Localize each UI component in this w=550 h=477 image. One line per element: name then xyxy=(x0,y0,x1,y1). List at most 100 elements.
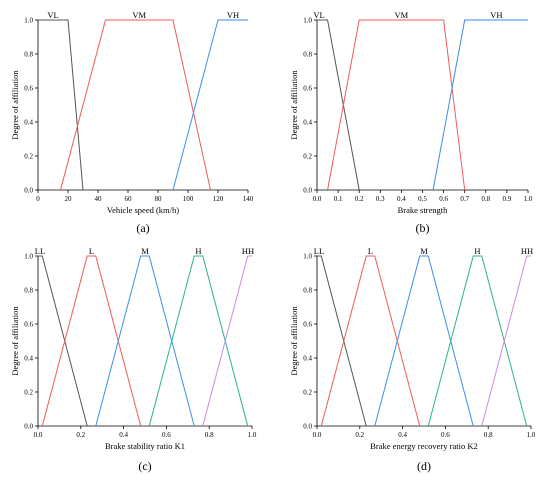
y-tick-label: 0.8 xyxy=(24,51,33,59)
x-tick-label: 40 xyxy=(95,195,103,203)
x-tick-label: 0.9 xyxy=(503,195,512,203)
series-line-m xyxy=(95,255,195,427)
series-line-vm xyxy=(60,19,211,191)
series-line-vm xyxy=(327,19,466,191)
series-label-hh: HH xyxy=(521,246,533,256)
y-axis-label: Degree of affiliation xyxy=(10,70,20,140)
panel-a: 0 20 40 60 80 100 120 140 0.0 0.2 0.4 0.6 0.8 1.0 Vehi… xyxy=(10,10,254,235)
series-line-hh xyxy=(481,255,531,427)
x-tick-label: 0.4 xyxy=(397,195,406,203)
series-line-h xyxy=(148,255,249,427)
y-tick-label: 0.4 xyxy=(303,119,312,127)
series-label-hh: HH xyxy=(242,246,254,256)
y-tick-label: 1.0 xyxy=(24,253,33,261)
series-label-h: H xyxy=(474,246,480,256)
x-tick-label: 0.0 xyxy=(34,431,43,439)
series-line-ll xyxy=(38,255,88,427)
x-axis-label: Brake strength xyxy=(398,205,449,215)
panel-caption: (d) xyxy=(417,459,431,473)
y-tick-label: 0.0 xyxy=(303,187,312,195)
x-tick-label: 0.2 xyxy=(355,195,364,203)
y-tick-label: 0.8 xyxy=(303,287,312,295)
panel-d: 0.0 0.2 0.4 0.6 0.8 1.0 0.0 0.2 0.4 0.6 0.8 1.0 Brak… xyxy=(289,246,536,473)
y-tick-label: 0.6 xyxy=(303,321,312,329)
x-tick-label: 0.6 xyxy=(439,195,448,203)
x-tick-label: 0.8 xyxy=(481,195,490,203)
x-tick-label: 0.2 xyxy=(355,431,364,439)
series-label-l: L xyxy=(368,246,373,256)
series-label-ll: LL xyxy=(35,246,45,256)
y-tick-label: 0.4 xyxy=(24,119,33,127)
x-axis-label: Vehicle speed (km/h) xyxy=(107,205,179,215)
series-line-l xyxy=(41,255,142,427)
x-tick-label: 0.0 xyxy=(313,431,322,439)
y-tick-label: 0.4 xyxy=(303,355,312,363)
series-line-vl xyxy=(38,19,84,191)
y-axis-label: Degree of affiliation xyxy=(289,306,299,376)
series-label-h: H xyxy=(195,246,201,256)
series-label-vm: VM xyxy=(395,10,409,20)
series-line-m xyxy=(374,255,474,427)
y-tick-label: 0.2 xyxy=(303,153,312,161)
x-tick-label: 100 xyxy=(183,195,194,203)
x-tick-label: 1.0 xyxy=(527,431,536,439)
series-line-l xyxy=(320,255,421,427)
x-tick-label: 60 xyxy=(125,195,133,203)
series-line-h xyxy=(427,255,528,427)
series-line-ll xyxy=(317,255,367,427)
y-tick-label: 1.0 xyxy=(303,253,312,261)
y-tick-label: 0.4 xyxy=(24,355,33,363)
x-tick-label: 0.1 xyxy=(334,195,343,203)
x-tick-label: 0.4 xyxy=(119,431,128,439)
series-label-vh: VH xyxy=(490,10,502,20)
x-tick-label: 0.8 xyxy=(484,431,493,439)
x-tick-label: 140 xyxy=(243,195,254,203)
x-tick-label: 0 xyxy=(36,195,40,203)
y-tick-label: 0.2 xyxy=(24,389,33,397)
series-label-m: M xyxy=(141,246,149,256)
x-tick-label: 0.2 xyxy=(76,431,85,439)
x-tick-label: 0.3 xyxy=(376,195,385,203)
y-tick-label: 0.6 xyxy=(24,85,33,93)
x-axis-label: Brake stability ratio K1 xyxy=(105,441,185,451)
y-tick-label: 1.0 xyxy=(24,17,33,25)
series-line-vh xyxy=(432,19,528,191)
y-tick-label: 1.0 xyxy=(303,17,312,25)
y-tick-label: 0.6 xyxy=(24,321,33,329)
panel-caption: (b) xyxy=(416,221,430,235)
series-label-vl: VL xyxy=(47,10,58,20)
y-tick-label: 0.0 xyxy=(24,423,33,431)
y-tick-label: 0.0 xyxy=(24,187,33,195)
x-tick-label: 120 xyxy=(213,195,224,203)
x-tick-label: 1.0 xyxy=(248,431,257,439)
y-axis-label: Degree of affiliation xyxy=(10,306,20,376)
x-tick-label: 0.6 xyxy=(441,431,450,439)
panel-caption: (c) xyxy=(138,459,151,473)
series-label-vm: VM xyxy=(132,10,146,20)
x-tick-label: 0.0 xyxy=(313,195,322,203)
y-tick-label: 0.2 xyxy=(303,389,312,397)
x-tick-label: 0.4 xyxy=(398,431,407,439)
series-line-vh xyxy=(172,19,248,191)
panel-b: 0.0 0.1 0.2 0.3 0.4 0.5 0.6 0.7 0.8 0.9 1.0 0.0 0.2 0… xyxy=(289,10,533,235)
y-tick-label: 0.8 xyxy=(24,287,33,295)
x-tick-label: 20 xyxy=(65,195,73,203)
series-line-vl xyxy=(317,19,360,191)
series-label-vh: VH xyxy=(227,10,239,20)
series-label-l: L xyxy=(89,246,94,256)
x-tick-label: 0.6 xyxy=(162,431,171,439)
panel-c: 0.0 0.2 0.4 0.6 0.8 1.0 0.0 0.2 0.4 0.6 0.8 1.0 Brak… xyxy=(10,246,257,473)
x-tick-label: 1.0 xyxy=(524,195,533,203)
y-tick-label: 0.6 xyxy=(303,85,312,93)
x-tick-label: 0.5 xyxy=(418,195,427,203)
y-tick-label: 0.0 xyxy=(303,423,312,431)
x-tick-label: 0.8 xyxy=(205,431,214,439)
series-label-m: M xyxy=(420,246,428,256)
x-axis-label: Brake energy recovery ratio K2 xyxy=(370,441,477,451)
y-axis-label: Degree of affiliation xyxy=(289,70,299,140)
y-tick-label: 0.8 xyxy=(303,51,312,59)
y-tick-label: 0.2 xyxy=(24,153,33,161)
x-tick-label: 0.7 xyxy=(460,195,469,203)
series-label-vl: VL xyxy=(313,10,324,20)
